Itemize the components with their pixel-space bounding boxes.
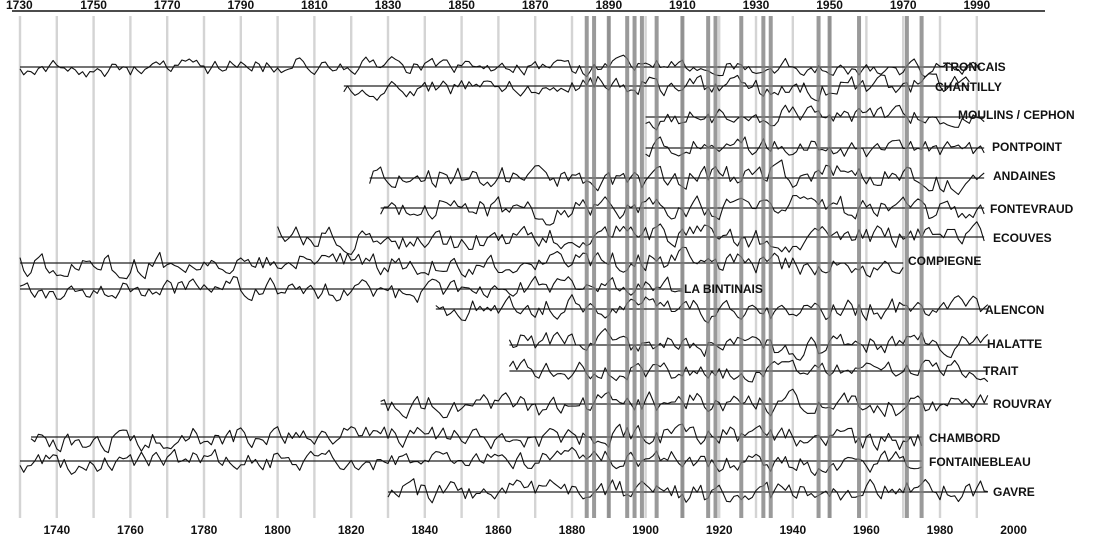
highlight-bars bbox=[584, 16, 924, 518]
series-labels: TRONCAIS CHANTILLY MOULINS / CEPHON PONTPOI… bbox=[684, 60, 1075, 499]
highlight-bar-1884 bbox=[584, 16, 589, 518]
series-label-alencon: ALENCON bbox=[985, 303, 1044, 317]
series-troncais bbox=[19, 54, 981, 78]
series-curve bbox=[435, 294, 989, 324]
bottom-tick-1980: 1980 bbox=[927, 523, 954, 536]
top-axis-ticks: 1730 1750 1770 1790 1810 1830 1850 1870 1890 1910… bbox=[6, 0, 990, 12]
series-label-gavre: GAVRE bbox=[993, 485, 1035, 499]
highlight-bar-1926 bbox=[739, 16, 744, 518]
series-label-compiegne: COMPIEGNE bbox=[908, 254, 981, 268]
bottom-tick-1920: 1920 bbox=[706, 523, 733, 536]
series-curve bbox=[30, 423, 923, 454]
series-pontpoint bbox=[645, 136, 985, 158]
highlight-bar-1975 bbox=[919, 16, 924, 518]
highlight-bar-1971 bbox=[904, 16, 909, 518]
series-compiegne bbox=[19, 246, 904, 280]
top-tick-1850: 1850 bbox=[448, 0, 475, 12]
highlight-bar-1934 bbox=[768, 16, 773, 518]
series-alencon bbox=[435, 294, 989, 324]
bottom-tick-1800: 1800 bbox=[264, 523, 291, 536]
top-tick-1870: 1870 bbox=[522, 0, 549, 12]
bottom-tick-1860: 1860 bbox=[485, 523, 512, 536]
series-gavre bbox=[387, 478, 988, 504]
highlight-bar-1947 bbox=[816, 16, 821, 518]
series-label-ecouves: ECOUVES bbox=[993, 231, 1052, 245]
series-trait bbox=[508, 358, 989, 383]
series-curve bbox=[19, 275, 683, 303]
series-label-moulins-cephon: MOULINS / CEPHON bbox=[958, 108, 1075, 122]
top-tick-1830: 1830 bbox=[375, 0, 402, 12]
series-curve bbox=[19, 246, 904, 280]
top-tick-1890: 1890 bbox=[595, 0, 622, 12]
highlight-bar-1895 bbox=[625, 16, 630, 518]
bottom-tick-1940: 1940 bbox=[779, 523, 806, 536]
bottom-axis-ticks: 1740 1760 1780 1800 1820 1840 1860 1880 1900 1920… bbox=[43, 523, 1027, 536]
top-tick-1990: 1990 bbox=[963, 0, 990, 12]
bottom-tick-2000: 2000 bbox=[1000, 523, 1027, 536]
series-label-chantilly: CHANTILLY bbox=[935, 80, 1002, 94]
series-group bbox=[19, 54, 989, 504]
series-la-bintinais bbox=[19, 275, 683, 303]
series-curve bbox=[645, 104, 985, 131]
series-curve bbox=[19, 54, 981, 78]
bottom-tick-1740: 1740 bbox=[43, 523, 70, 536]
highlight-bar-1886 bbox=[592, 16, 597, 518]
series-label-chambord: CHAMBORD bbox=[929, 431, 1001, 445]
top-tick-1770: 1770 bbox=[154, 0, 181, 12]
series-chambord bbox=[30, 423, 923, 454]
bottom-tick-1780: 1780 bbox=[191, 523, 218, 536]
bottom-tick-1760: 1760 bbox=[117, 523, 144, 536]
top-tick-1750: 1750 bbox=[80, 0, 107, 12]
series-label-halatte: HALATTE bbox=[987, 337, 1042, 351]
series-label-la-bintinais: LA BINTINAIS bbox=[684, 282, 763, 296]
series-label-troncais: TRONCAIS bbox=[943, 60, 1006, 74]
series-ecouves bbox=[277, 221, 985, 256]
series-label-trait: TRAIT bbox=[983, 364, 1019, 378]
series-label-rouvray: ROUVRAY bbox=[993, 397, 1052, 411]
highlight-bar-1897 bbox=[632, 16, 637, 518]
series-moulins-cephon bbox=[645, 104, 985, 131]
series-curve bbox=[277, 221, 985, 256]
top-tick-1730: 1730 bbox=[6, 0, 33, 12]
bottom-tick-1960: 1960 bbox=[853, 523, 880, 536]
highlight-bar-1932 bbox=[761, 16, 766, 518]
series-curve bbox=[645, 136, 985, 158]
bottom-tick-1900: 1900 bbox=[632, 523, 659, 536]
highlight-bar-1903 bbox=[654, 16, 659, 518]
highlight-bar-1890 bbox=[606, 16, 611, 518]
top-tick-1970: 1970 bbox=[890, 0, 917, 12]
top-tick-1810: 1810 bbox=[301, 0, 328, 12]
series-label-andaines: ANDAINES bbox=[993, 169, 1056, 183]
top-tick-1910: 1910 bbox=[669, 0, 696, 12]
series-curve bbox=[369, 159, 985, 196]
highlight-bar-1958 bbox=[857, 16, 862, 518]
series-fontainebleau bbox=[19, 446, 922, 477]
series-label-fontevraud: FONTEVRAUD bbox=[990, 202, 1074, 216]
highlight-bar-1899 bbox=[639, 16, 644, 518]
top-tick-1790: 1790 bbox=[227, 0, 254, 12]
bottom-tick-1880: 1880 bbox=[559, 523, 586, 536]
series-curve bbox=[387, 478, 988, 504]
series-label-fontainebleau: FONTAINEBLEAU bbox=[929, 455, 1031, 469]
highlight-bar-1919 bbox=[713, 16, 718, 518]
series-andaines bbox=[369, 159, 985, 196]
top-tick-1930: 1930 bbox=[743, 0, 770, 12]
highlight-bar-1917 bbox=[706, 16, 711, 518]
top-tick-1950: 1950 bbox=[816, 0, 843, 12]
series-halatte bbox=[508, 328, 989, 361]
bottom-tick-1840: 1840 bbox=[411, 523, 438, 536]
bottom-tick-1820: 1820 bbox=[338, 523, 365, 536]
highlight-bar-1950 bbox=[827, 16, 832, 518]
highlight-bar-1910 bbox=[680, 16, 685, 518]
series-label-pontpoint: PONTPOINT bbox=[992, 140, 1063, 154]
